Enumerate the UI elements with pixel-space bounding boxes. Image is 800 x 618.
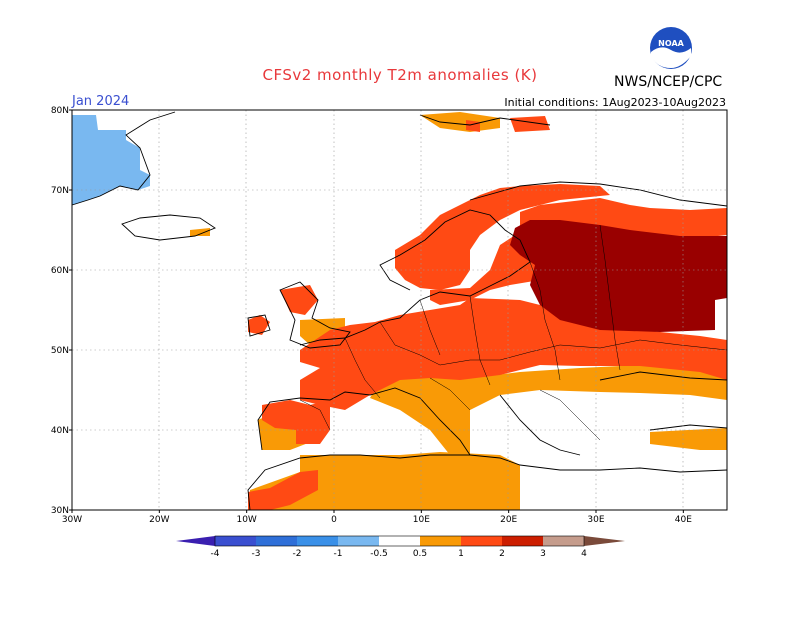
colorbar-label: 0.5 <box>413 549 427 559</box>
colorbar-bin <box>379 536 420 546</box>
colorbar-label: 1 <box>458 549 464 559</box>
noaa-logo-icon: NOAA <box>650 27 692 69</box>
colorbar-border <box>214 535 585 547</box>
cold-anomaly-regions <box>72 115 150 205</box>
lat-tick-label: 30N <box>51 506 69 516</box>
map-frame <box>71 109 728 511</box>
agency-label: NWS/NCEP/CPC <box>614 74 723 90</box>
colorbar-bin <box>256 536 297 546</box>
colorbar-labels: -4 -3 -2 -1 -0.5 0.5 1 2 3 4 <box>211 549 588 559</box>
colorbar-bin <box>502 536 543 546</box>
colorbar-bin <box>461 536 502 546</box>
colorbar-label: -4 <box>211 549 220 559</box>
colorbar-bin <box>297 536 338 546</box>
lon-tick-label: 30E <box>587 515 604 525</box>
colorbar-bin <box>215 536 256 546</box>
lat-tick-label: 70N <box>51 186 69 196</box>
colorbar-label: -3 <box>252 549 261 559</box>
anomaly-2-to-3 <box>510 220 727 332</box>
lon-tick-label: 10W <box>236 515 256 525</box>
lat-tick-label: 40N <box>51 426 69 436</box>
colorbar: -4 -3 -2 -1 -0.5 0.5 1 2 3 4 <box>176 535 625 559</box>
coastlines <box>71 111 728 511</box>
lon-tick-label: 20W <box>149 515 169 525</box>
colorbar-high-arrow-tip <box>584 536 625 546</box>
colorbar-label: -0.5 <box>370 549 388 559</box>
lat-tick-label: 80N <box>51 106 69 116</box>
colorbar-label: 3 <box>540 549 546 559</box>
lon-tick-label: 10E <box>413 515 430 525</box>
colorbar-label: -2 <box>293 549 302 559</box>
colorbar-label: 2 <box>499 549 505 559</box>
lon-tick-label: 20E <box>500 515 517 525</box>
map-ticks: 30W 20W 10W 0 10E 20E 30E 40E 30N 40N 50N 60N 70N 80N <box>51 106 692 525</box>
colorbar-label: 4 <box>581 549 587 559</box>
forecast-month: Jan 2024 <box>72 94 130 109</box>
lat-tick-label: 60N <box>51 266 69 276</box>
colorbar-high-arrow <box>543 536 584 546</box>
initial-conditions: Initial conditions: 1Aug2023-10Aug2023 <box>504 96 726 109</box>
lon-tick-label: 40E <box>675 515 692 525</box>
colorbar-bin <box>338 536 379 546</box>
colorbar-bin <box>420 536 461 546</box>
lon-tick-label: 30W <box>62 515 82 525</box>
lat-tick-label: 50N <box>51 346 69 356</box>
colorbar-label: -1 <box>334 549 343 559</box>
logo-text: NOAA <box>658 39 684 48</box>
map-grid <box>72 110 727 510</box>
chart-title: CFSv2 monthly T2m anomalies (K) <box>262 66 538 84</box>
colorbar-low-arrow <box>176 536 215 546</box>
lon-tick-label: 0 <box>331 515 337 525</box>
